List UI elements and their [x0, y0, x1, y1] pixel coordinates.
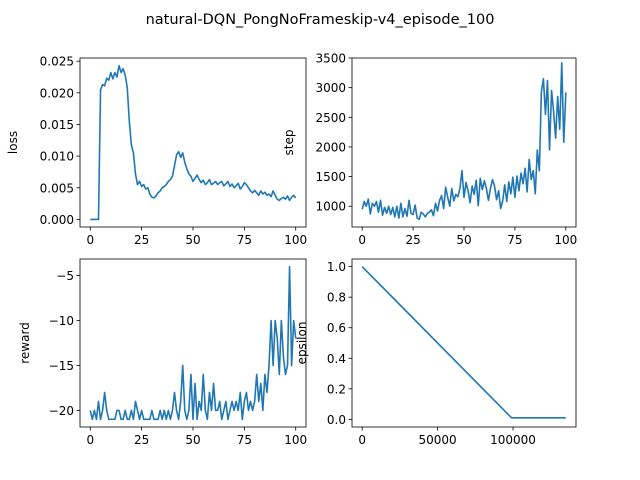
step-xtick-label: 100 — [554, 233, 577, 247]
subplots: 0 25 50 75 1000.0000.0050.0100.0150.0200.025… — [6, 52, 577, 448]
step-series-line — [361, 61, 567, 221]
reward-ylabel: reward — [18, 322, 32, 364]
loss-xtick-label: 0 — [86, 233, 94, 247]
reward-ytick-label: −10 — [49, 314, 74, 328]
reward-xtick-label: 25 — [134, 433, 149, 447]
epsilon-axes-frame — [351, 258, 577, 428]
epsilon-ylabel: epsilon — [295, 322, 309, 365]
loss-subplot: 0 25 50 75 100 0.000 0.005 0.010 0.015 0.020 0.025… — [6, 55, 307, 247]
reward-xtick-label: 50 — [185, 433, 200, 447]
loss-xtick-label: 100 — [284, 233, 307, 247]
step-xtick-label: 25 — [405, 233, 420, 247]
reward-subplot: 0 25 50 75 100 −20 −15 −10 −5 reward — [18, 258, 307, 447]
step-ytick-label: 3000 — [315, 81, 346, 95]
epsilon-xtick-label: 100000 — [490, 433, 536, 447]
loss-xtick-label: 50 — [185, 233, 200, 247]
epsilon-ytick-label: 0.6 — [327, 321, 346, 335]
step-ytick-label: 2000 — [315, 140, 346, 154]
epsilon-ytick-label: 0.0 — [327, 413, 346, 427]
figure-title: natural-DQN_PongNoFrameskip-v4_episode_1… — [146, 12, 495, 28]
reward-xtick-label: 0 — [86, 433, 94, 447]
reward-ytick-label: −20 — [49, 404, 74, 418]
epsilon-ytick-label: 0.2 — [327, 382, 346, 396]
step-ytick-label: 2500 — [315, 111, 346, 125]
epsilon-ytick-label: 1.0 — [327, 260, 346, 274]
step-xtick-label: 75 — [507, 233, 522, 247]
reward-xtick-label: 75 — [237, 433, 252, 447]
reward-xtick-label: 100 — [284, 433, 307, 447]
step-xtick-label: 0 — [358, 233, 366, 247]
epsilon-ytick-label: 0.4 — [327, 352, 346, 366]
loss-xtick-label: 25 — [134, 233, 149, 247]
loss-ytick-label: 0.020 — [40, 86, 74, 100]
loss-xtick-label: 75 — [237, 233, 252, 247]
reward-series-line — [89, 265, 297, 421]
loss-ytick-label: 0.000 — [40, 213, 74, 227]
loss-series-line — [90, 64, 297, 221]
loss-axes-frame — [79, 57, 307, 228]
reward-ytick-label: −5 — [56, 269, 74, 283]
epsilon-xtick-label: 0 — [358, 433, 366, 447]
step-xtick-label: 50 — [456, 233, 471, 247]
epsilon-series-line — [361, 266, 566, 419]
loss-ytick-label: 0.025 — [40, 55, 74, 69]
epsilon-subplot: 0 50000 100000 0.0 0.2 0.4 0.6 0.8 1.0 epsilon — [295, 258, 577, 447]
loss-ylabel: loss — [6, 131, 20, 154]
loss-ytick-label: 0.005 — [40, 181, 74, 195]
epsilon-xtick-label: 50000 — [419, 433, 457, 447]
step-ytick-label: 1500 — [315, 170, 346, 184]
step-subplot: 0 25 50 75 100 1000 1500 2000 2500 3000 3500 step — [282, 52, 577, 248]
loss-ytick-label: 0.015 — [40, 118, 74, 132]
loss-ytick-label: 0.010 — [40, 150, 74, 164]
epsilon-ytick-label: 0.8 — [327, 291, 346, 305]
step-ytick-label: 1000 — [315, 200, 346, 214]
reward-ytick-label: −15 — [49, 359, 74, 373]
step-ylabel: step — [282, 130, 296, 156]
step-ytick-label: 3500 — [315, 52, 346, 66]
